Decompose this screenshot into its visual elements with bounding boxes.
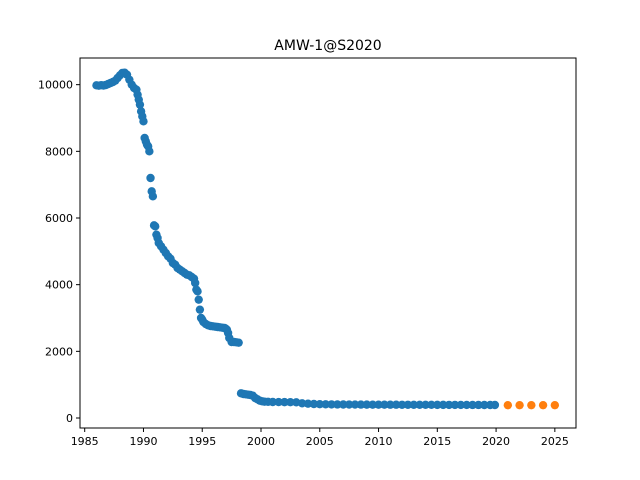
observed-point [190,278,200,288]
y-tick-label: 0 [66,412,73,425]
observed-point [415,400,424,409]
observed-point [368,400,377,409]
observed-point [339,400,348,409]
x-tick-label: 2015 [423,435,451,448]
x-tick-label: 2010 [365,435,393,448]
observed-point [456,400,466,410]
observed-point [274,397,283,407]
observed-point [444,400,454,410]
observed-point [438,400,448,410]
x-tick-label: 2025 [541,435,569,448]
observed-point [321,400,330,409]
observed-point [356,400,366,409]
observed-point [148,192,158,201]
y-tick-label: 8000 [45,145,73,158]
forecast-point [515,400,524,410]
observed-point [468,400,477,410]
observed-point [421,400,430,410]
observed-point [450,400,460,410]
observed-point [409,400,418,409]
forecast-point [503,400,513,410]
y-tick-label: 4000 [45,279,73,292]
plot-area [92,68,560,410]
observed-point [151,222,160,231]
observed-point [327,400,336,409]
observed-point [362,400,371,409]
x-tick-label: 1985 [71,435,99,448]
y-tick-label: 6000 [45,212,73,225]
observed-point [344,400,354,409]
observed-point [350,400,360,409]
y-tick-label: 2000 [45,345,73,358]
observed-point [427,400,436,410]
observed-point [146,173,155,183]
forecast-point [538,400,548,410]
x-tick-label: 2020 [482,435,510,448]
observed-point [194,295,203,304]
observed-point [309,399,319,409]
observed-point [193,287,202,296]
forecast-point [550,400,560,410]
observed-point [268,397,277,407]
plot-frame [79,57,577,429]
observed-point [380,400,389,409]
observed-point [333,400,342,409]
y-tick-label: 10000 [38,79,73,92]
observed-point [234,338,243,347]
x-tick-label: 2005 [306,435,334,448]
axes: 1985 1990 1995 2000 2005 2010 2015 2020 2025 0 200… [38,57,577,448]
observed-point [286,398,295,407]
x-tick-label: 1995 [188,435,216,448]
observed-point [433,400,442,410]
observed-point [490,400,500,410]
observed-point [474,400,483,410]
observed-point [403,400,413,409]
observed-point [374,400,383,409]
x-tick-label: 2000 [247,435,275,448]
chart-title: AMW-1@S2020 [274,38,381,54]
observed-point [391,400,401,409]
observed-point [315,399,324,409]
observed-point [139,117,148,126]
observed-point [195,305,205,314]
observed-point [135,100,145,109]
x-tick-label: 1990 [129,435,157,448]
observed-point [397,400,407,409]
observed-point [480,400,489,410]
observed-point [386,400,395,409]
forecast-point [527,400,536,410]
observed-point [462,400,471,410]
observed-point [280,397,289,407]
observed-point [145,147,154,156]
